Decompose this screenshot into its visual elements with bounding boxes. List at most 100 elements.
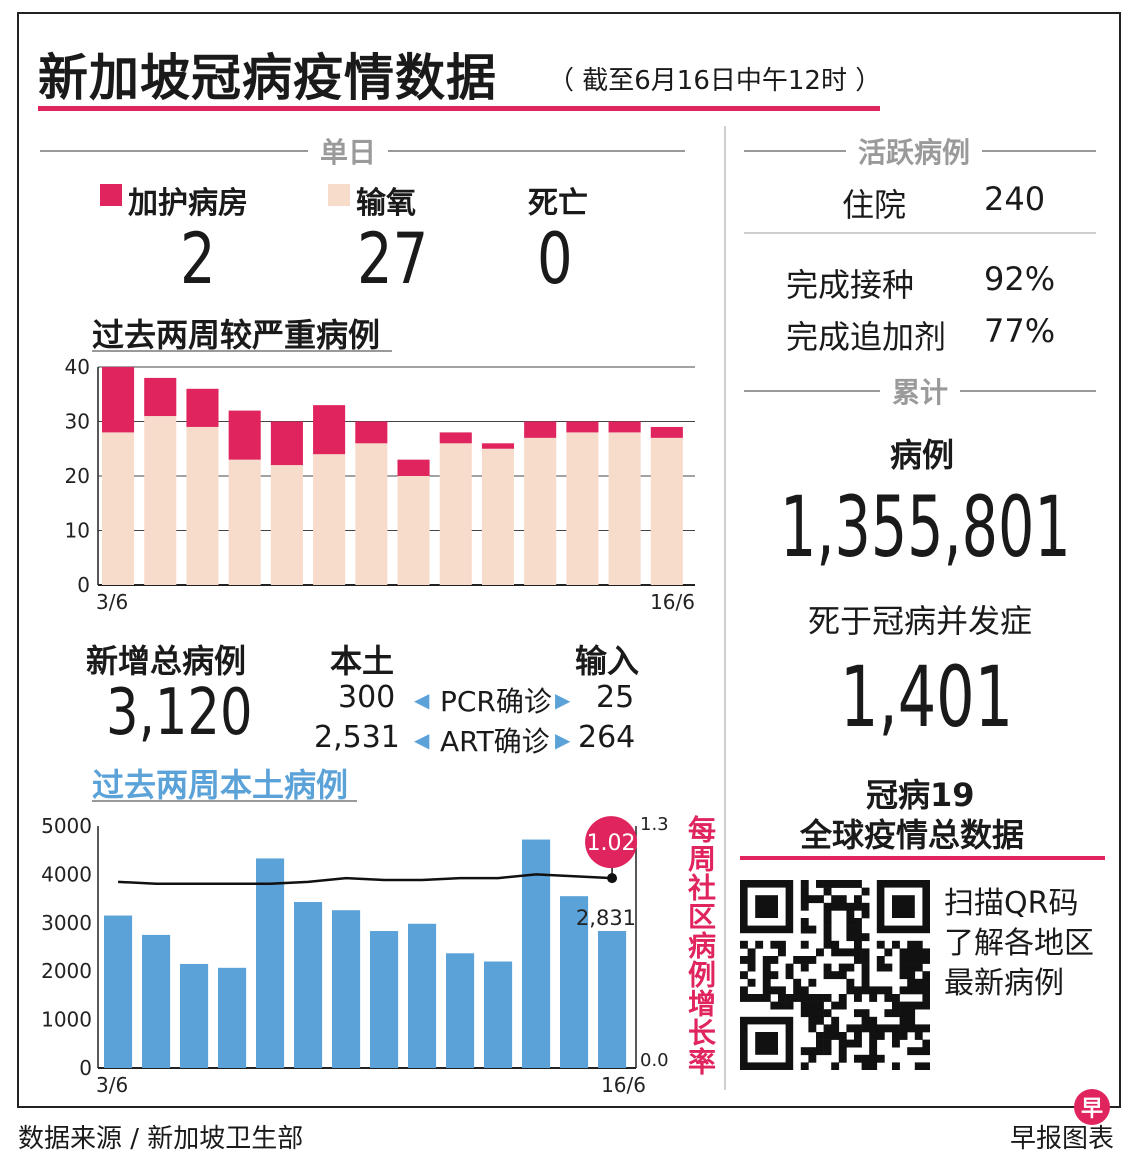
- qr-module: [846, 986, 855, 995]
- qr-module: [892, 1009, 900, 1018]
- qr-module: [846, 963, 855, 972]
- qr-module: [793, 956, 802, 964]
- new-cases-total: 3,120: [106, 676, 253, 750]
- qr-module: [778, 948, 786, 957]
- qr-module: [854, 1032, 862, 1040]
- qr-module: [892, 940, 900, 949]
- qr-module: [876, 1054, 885, 1063]
- qr-module: [816, 994, 824, 1002]
- qr-finder-inner: [892, 895, 915, 918]
- qr-module: [846, 910, 855, 919]
- qr-module: [861, 971, 870, 980]
- qr-module: [831, 1016, 840, 1025]
- qr-module: [914, 978, 923, 987]
- qr-module: [816, 948, 824, 957]
- qr-module: [861, 963, 870, 972]
- qr-module: [800, 956, 809, 964]
- qr-module: [854, 940, 862, 949]
- x-tick-label-start: 3/6: [96, 590, 128, 614]
- qr-module: [854, 918, 862, 926]
- qr-module: [831, 880, 840, 888]
- qr-module: [838, 1039, 847, 1048]
- qr-module: [785, 963, 794, 972]
- qr-module: [861, 986, 870, 995]
- qr-module: [854, 880, 862, 888]
- qr-module: [800, 994, 809, 1002]
- global-line1: 冠病19: [866, 776, 975, 814]
- qr-module: [762, 994, 771, 1002]
- qr-module: [816, 880, 824, 888]
- qr-module: [762, 971, 771, 980]
- qr-module: [869, 1062, 878, 1070]
- qr-module: [899, 948, 908, 957]
- pcr-right-arrow-icon: ▶: [555, 688, 571, 712]
- pcr-label: PCR确诊: [440, 685, 552, 718]
- x-tick-label-end: 16/6: [601, 1073, 646, 1097]
- local-case-bar: [180, 963, 209, 1068]
- qr-module: [800, 1009, 809, 1018]
- qr-code[interactable]: [740, 880, 930, 1070]
- qr-module: [899, 1009, 908, 1018]
- qr-module: [907, 948, 916, 957]
- qr-module: [892, 1062, 900, 1070]
- cumulative-deaths-label: 死于冠病并发症: [808, 602, 1033, 640]
- qr-module: [800, 918, 809, 926]
- qr-module: [823, 880, 832, 888]
- qr-module: [823, 1009, 832, 1018]
- qr-module: [831, 1062, 840, 1070]
- oxygen-bar: [524, 437, 557, 585]
- page-title: 新加坡冠病疫情数据: [38, 49, 497, 107]
- qr-module: [838, 880, 847, 888]
- qr-module: [861, 978, 870, 987]
- qr-module: [785, 1001, 794, 1010]
- qr-module: [869, 986, 878, 995]
- vaccinated-value: 92%: [984, 260, 1056, 298]
- y-tick-label: 40: [65, 355, 90, 379]
- qr-module: [823, 1039, 832, 1048]
- qr-module: [808, 895, 817, 904]
- oxygen-bar: [397, 476, 430, 585]
- qr-module: [922, 978, 930, 987]
- qr-module: [884, 1024, 893, 1033]
- qr-module: [869, 1039, 878, 1048]
- qr-module: [831, 940, 840, 949]
- qr-text-2: 了解各地区: [944, 926, 1094, 961]
- qr-module: [899, 971, 908, 980]
- qr-module: [914, 956, 923, 964]
- qr-finder-inner: [755, 1032, 778, 1055]
- qr-module: [907, 986, 916, 995]
- qr-module: [831, 895, 840, 904]
- qr-module: [770, 940, 779, 949]
- qr-module: [778, 1001, 786, 1010]
- qr-module: [846, 948, 855, 957]
- qr-module: [869, 994, 878, 1002]
- qr-module: [899, 1016, 908, 1025]
- qr-module: [892, 994, 900, 1002]
- qr-module: [838, 994, 847, 1002]
- oxygen-bar: [608, 432, 641, 585]
- qr-module: [861, 902, 870, 911]
- qr-module: [846, 902, 855, 911]
- qr-module: [793, 978, 802, 987]
- qr-module: [914, 1024, 923, 1033]
- qr-module: [762, 986, 771, 995]
- qr-module: [899, 1032, 908, 1040]
- qr-module: [740, 994, 748, 1002]
- title-rule: [38, 106, 880, 111]
- qr-module: [922, 1024, 930, 1033]
- icu-bar: [608, 421, 641, 433]
- chart-credit: 早报图表: [1010, 1124, 1115, 1154]
- qr-module: [808, 1047, 817, 1056]
- oxygen-label: 输氧: [356, 186, 416, 221]
- qr-module: [854, 1054, 862, 1063]
- qr-module: [922, 1039, 930, 1048]
- qr-module: [838, 895, 847, 904]
- local-case-bar: [256, 858, 285, 1068]
- qr-module: [808, 1009, 817, 1018]
- icu-swatch: [100, 184, 122, 206]
- qr-module: [846, 978, 855, 987]
- oxygen-bar: [270, 465, 303, 585]
- qr-module: [838, 948, 847, 957]
- qr-module: [854, 986, 862, 995]
- qr-module: [907, 940, 916, 949]
